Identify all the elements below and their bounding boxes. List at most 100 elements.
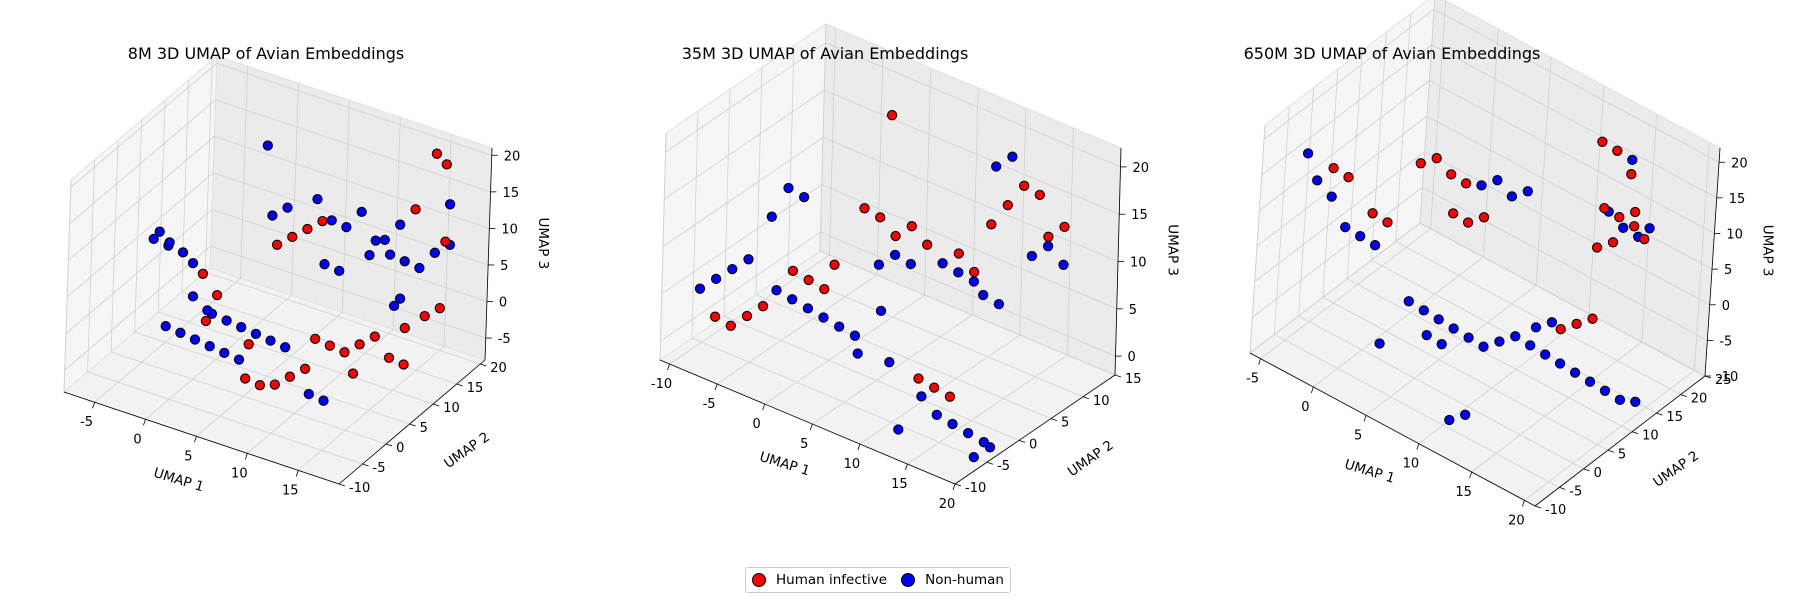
z-tick-label: 15 [503,186,520,201]
x-tick-label: 20 [939,497,956,512]
point-non-human [1448,323,1459,334]
grid-line [1298,87,1314,316]
point-human-infective [819,283,830,295]
point-non-human [370,235,381,246]
y-tick-label: -5 [373,461,386,476]
legend-marker-human-infective [752,573,766,587]
grid-line [110,139,119,353]
point-human-infective [369,331,380,342]
x-axis-label: UMAP 1 [758,449,812,479]
point-human-infective [1591,242,1603,253]
point-non-human [1463,332,1474,343]
x-tick [92,402,95,409]
y-tick-label: -10 [1545,503,1566,518]
x-tick-label: 15 [1455,485,1472,500]
point-non-human [787,294,798,305]
point-non-human [1627,154,1638,166]
point-non-human [884,357,895,368]
grid-line [1260,228,1431,359]
point-non-human [1584,376,1596,387]
grid-line [204,59,213,273]
point-human-infective [929,382,940,393]
x-tick [1363,415,1367,422]
grid-line [1395,13,1412,242]
legend-label-non-human: Non-human [925,572,1004,588]
point-non-human [364,249,375,261]
x-tick-label: -5 [80,415,93,430]
point-non-human [968,451,979,463]
grid-line [134,119,143,333]
point-non-human [1644,223,1655,234]
chart-title: 650M 3D UMAP of Avian Embeddings [1244,44,1541,63]
point-human-infective [829,259,840,270]
point-non-human [164,237,175,248]
point-non-human [1403,296,1414,307]
grid-line [342,100,350,313]
point-non-human [818,312,829,323]
point-non-human [1506,191,1518,202]
point-non-human [962,427,974,439]
point-human-infective [1415,158,1426,169]
point-non-human [916,391,927,402]
grid-line [157,99,166,313]
grid-line [1256,115,1428,247]
point-human-infective [1431,153,1442,164]
point-non-human [187,257,199,269]
y-tick [433,403,440,407]
point-human-infective [1555,323,1566,335]
grid-line [1322,296,1609,451]
point-non-human [710,273,722,285]
grid-line [1422,187,1708,341]
y-tick-label: -5 [997,459,1010,474]
y-axis-label: UMAP 2 [441,429,493,472]
z-axis-line [484,147,493,361]
grid-line [1431,44,1717,199]
grid-line [1259,80,1430,211]
legend-item-human-infective: Human infective [752,572,887,588]
point-human-infective [1328,162,1339,174]
grid-line [1254,151,1425,283]
point-non-human [318,395,329,406]
panel-2: -10 -5 0 5 10 15 20 -10 -5 0 5 10 15 0 5 10 15 20 UMAP 1 UM… [651,23,1180,512]
point-human-infective [243,339,254,350]
x-axis-label: UMAP 1 [1343,456,1397,486]
grid-line [660,231,821,342]
point-non-human [694,283,706,294]
grid-line [210,245,486,339]
point-non-human [221,315,232,326]
point-non-human [1630,396,1641,407]
point-non-human [1554,358,1566,369]
x-tick-label: -5 [703,397,716,412]
x-tick [1258,358,1261,365]
x-tick-label: 10 [844,457,861,472]
y-tick [1018,440,1026,443]
y-tick-label: 5 [1618,447,1626,462]
point-human-infective [741,310,753,322]
y-tick [1583,468,1590,472]
x-tick [714,383,718,391]
point-human-infective [1446,169,1457,180]
z-tick-label: 5 [500,259,508,274]
point-human-infective [1599,202,1610,214]
point-human-infective [431,148,443,159]
grid-line [134,331,410,425]
grid-line [821,184,1117,310]
grid-line [1426,115,1713,270]
point-non-human [1494,336,1505,347]
grid-line [1346,278,1633,433]
point-human-infective [383,352,395,363]
grid-line [70,63,218,188]
y-tick-label: 25 [1715,373,1732,388]
y-tick [1607,449,1614,453]
point-non-human [356,206,367,218]
point-human-infective [434,303,445,314]
point-human-infective [969,266,980,278]
grid-line [907,354,1068,465]
grid-line [211,209,488,302]
chart-title: 35M 3D UMAP of Avian Embeddings [682,44,969,63]
point-human-infective [354,339,365,350]
grid-line [1313,256,1484,388]
point-non-human [937,258,948,269]
point-non-human [968,276,980,287]
point-human-infective [1448,208,1459,219]
